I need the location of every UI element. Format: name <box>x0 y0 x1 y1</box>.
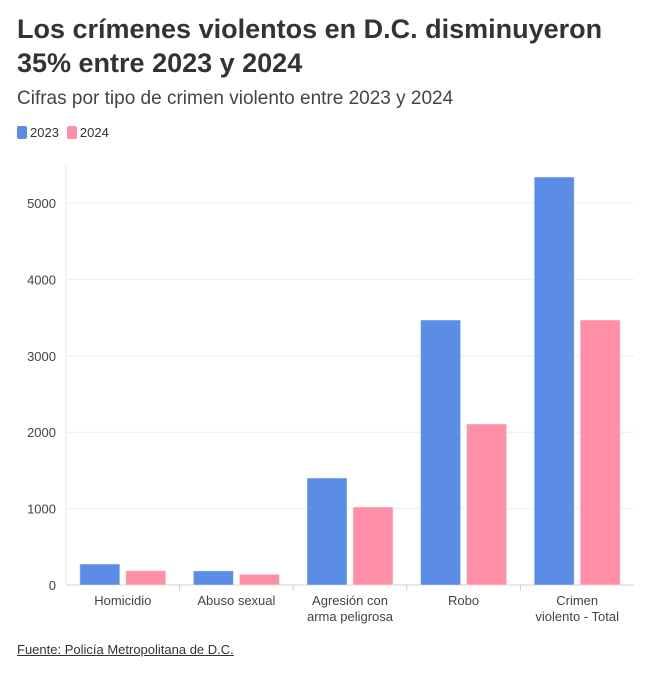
x-tick-label: Homicidio <box>94 593 151 608</box>
bar-2024 <box>579 319 621 586</box>
legend: 2023 2024 <box>17 125 109 140</box>
bar-2023 <box>533 176 575 586</box>
bar-2023 <box>192 570 234 586</box>
chart-subtitle: Cifras por tipo de crimen violento entre… <box>17 88 454 109</box>
bar-2024 <box>352 506 394 586</box>
bar-2023 <box>79 563 121 586</box>
source-link[interactable]: Fuente: Policía Metropolitana de D.C. <box>17 642 234 657</box>
legend-item-2023[interactable]: 2023 <box>17 125 59 140</box>
bar-2023 <box>420 319 462 586</box>
bar-2023 <box>306 477 348 586</box>
x-tick-label: Abuso sexual <box>197 593 275 608</box>
chart-title: Los crímenes violentos en D.C. disminuye… <box>17 14 603 78</box>
bar-2024 <box>125 570 167 586</box>
legend-item-2024[interactable]: 2024 <box>66 125 109 140</box>
y-tick-label: 3000 <box>27 349 56 364</box>
y-tick-label: 1000 <box>27 502 56 517</box>
y-tick-label: 2000 <box>27 425 56 440</box>
bar-2024 <box>466 423 508 586</box>
y-tick-label: 5000 <box>27 196 56 211</box>
x-tick-label: Agresión con <box>312 593 388 608</box>
y-tick-label: 4000 <box>27 272 56 287</box>
legend-label: 2023 <box>30 125 59 140</box>
bar-2024 <box>238 573 280 586</box>
x-tick-label: arma peligrosa <box>307 609 394 624</box>
x-tick-label: violento - Total <box>535 609 619 624</box>
legend-label: 2024 <box>79 125 109 140</box>
y-tick-label: 0 <box>49 578 56 593</box>
x-tick-label: Robo <box>448 593 479 608</box>
x-tick-label: Crimen <box>556 593 598 608</box>
